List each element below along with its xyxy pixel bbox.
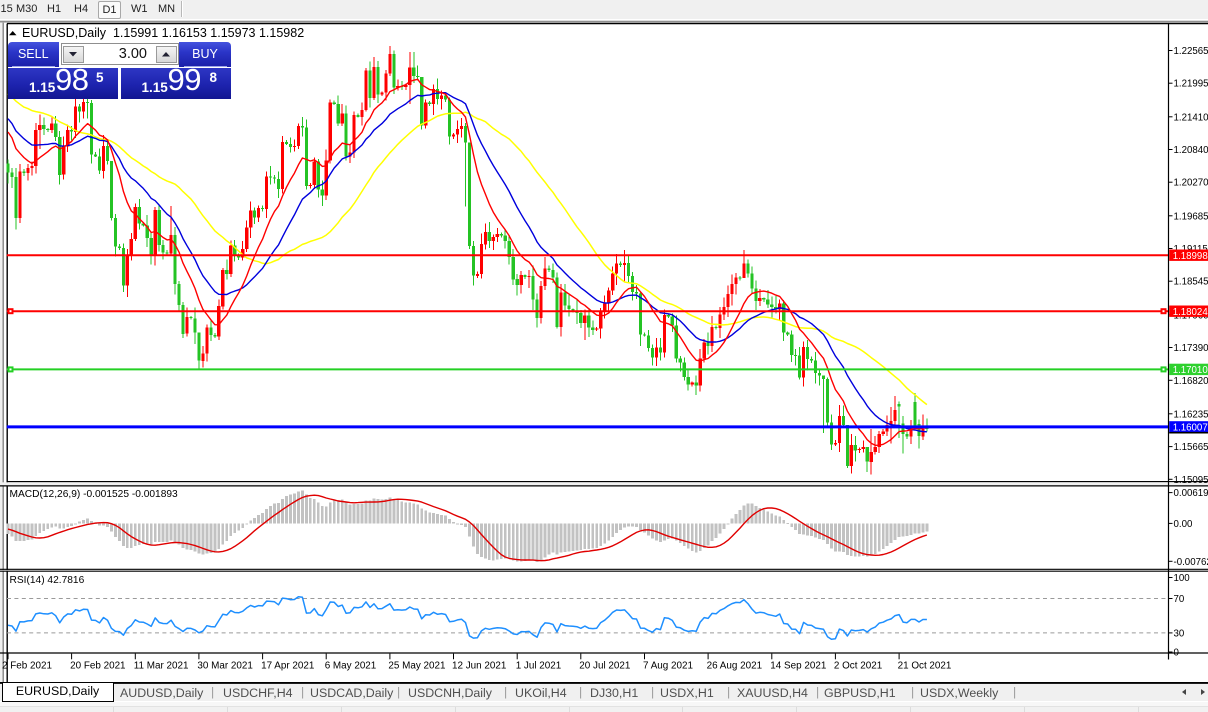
svg-text:2 Oct 2021: 2 Oct 2021 [834,661,883,672]
svg-text:1.19685: 1.19685 [1174,211,1208,222]
svg-text:1 Jul 2021: 1 Jul 2021 [516,661,562,672]
svg-text:1.20840: 1.20840 [1174,145,1208,156]
svg-text:30: 30 [1174,628,1185,639]
svg-text:1.21995: 1.21995 [1174,79,1208,90]
svg-text:0.00: 0.00 [1174,519,1193,530]
svg-text:2 Feb 2021: 2 Feb 2021 [2,661,52,672]
svg-text:1.16235: 1.16235 [1174,409,1208,420]
svg-text:1.18998: 1.18998 [1173,251,1208,262]
svg-text:1.16820: 1.16820 [1174,376,1208,387]
svg-text:7 Aug 2021: 7 Aug 2021 [643,661,693,672]
svg-text:RSI(14) 42.7816: RSI(14) 42.7816 [10,575,85,586]
svg-text:14 Sep 2021: 14 Sep 2021 [770,661,827,672]
svg-text:17 Apr 2021: 17 Apr 2021 [261,661,315,672]
svg-text:1.20270: 1.20270 [1174,178,1208,189]
svg-text:25 May 2021: 25 May 2021 [388,661,446,672]
svg-text:20 Feb 2021: 20 Feb 2021 [70,661,126,672]
svg-text:0: 0 [1174,648,1180,659]
svg-text:MACD(12,26,9) -0.001525 -0.001: MACD(12,26,9) -0.001525 -0.001893 [10,489,179,500]
svg-text:1.17390: 1.17390 [1174,343,1208,354]
svg-text:6 May 2021: 6 May 2021 [325,661,377,672]
svg-text:1.18024: 1.18024 [1173,307,1208,318]
svg-text:1.21410: 1.21410 [1174,112,1208,123]
svg-text:1.15095: 1.15095 [1174,475,1208,486]
svg-text:26 Aug 2021: 26 Aug 2021 [707,661,763,672]
svg-text:-0.00762: -0.00762 [1174,557,1208,568]
svg-text:20 Jul 2021: 20 Jul 2021 [579,661,631,672]
svg-text:1.17010: 1.17010 [1173,365,1208,376]
svg-text:1.22565: 1.22565 [1174,46,1208,57]
svg-text:100: 100 [1174,573,1191,584]
svg-text:21 Oct 2021: 21 Oct 2021 [898,661,952,672]
svg-text:1.16007: 1.16007 [1173,423,1208,434]
svg-text:0.006193: 0.006193 [1174,488,1208,499]
svg-text:12 Jun 2021: 12 Jun 2021 [452,661,507,672]
svg-text:1.15665: 1.15665 [1174,442,1208,453]
svg-text:1.18545: 1.18545 [1174,277,1208,288]
svg-text:30 Mar 2021: 30 Mar 2021 [197,661,253,672]
svg-text:11 Mar 2021: 11 Mar 2021 [134,661,189,672]
svg-text:70: 70 [1174,594,1185,605]
